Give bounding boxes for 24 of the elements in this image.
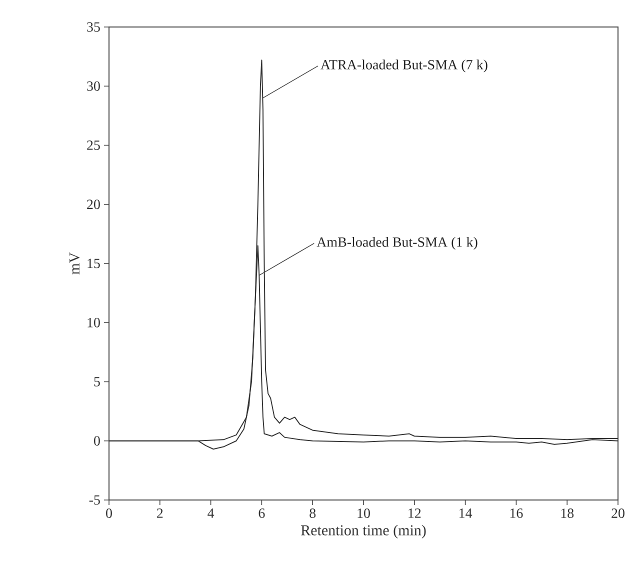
x-tick-label: 10 [358,508,370,518]
y-tick-label: 15 [88,258,100,268]
annotation: AmB-loaded But-SMA (1 k) [316,236,478,250]
y-tick-label: 30 [87,81,100,91]
y-tick-label: 35 [87,22,100,32]
x-tick-label: 6 [258,508,265,518]
y-tick-label: 5 [94,377,100,386]
y-tick-label: 20 [87,200,100,210]
y-tick-label: 0 [94,436,100,446]
x-tick-label: 0 [106,508,112,518]
x-tick-label: 18 [561,508,574,518]
x-tick-label: 14 [460,508,472,518]
x-tick-label: 20 [612,508,624,518]
y-tick-label: 25 [87,140,100,150]
x-tick-label: 2 [157,508,163,518]
y-tick-label: -5 [89,495,100,505]
x-tick-label: 4 [208,508,214,518]
x-tick-label: 16 [510,508,523,518]
y-tick-label: 10 [88,318,100,328]
x-axis-title: Retention time (min) [301,524,426,538]
y-axis-title: mV [70,252,80,274]
annotation: ATRA-loaded But-SMA (7 k) [320,60,488,72]
x-tick-label: 12 [408,508,421,518]
x-tick-label: 8 [310,508,316,518]
